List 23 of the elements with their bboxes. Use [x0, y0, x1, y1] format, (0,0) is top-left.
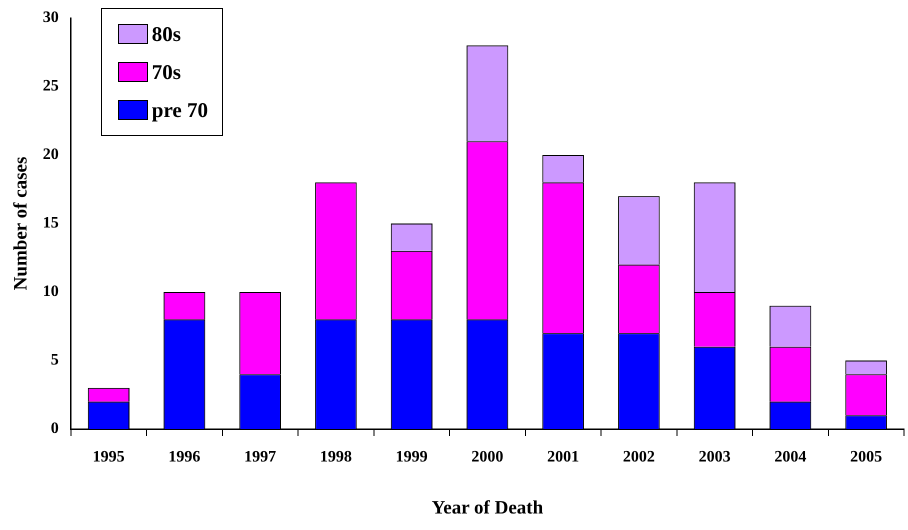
y-tick-label: 20	[42, 146, 59, 164]
legend-label: 70s	[152, 60, 181, 84]
legend-label: 80s	[152, 22, 181, 46]
x-tick-label: 2005	[850, 448, 882, 466]
x-tick-label: 2001	[547, 448, 580, 466]
y-tick-label: 30	[42, 9, 59, 26]
x-tick-label: 1995	[92, 448, 125, 466]
y-axis-title: Number of cases	[10, 156, 32, 290]
y-tick-label: 0	[50, 420, 59, 438]
x-tick-label: 1998	[320, 448, 352, 466]
y-tick-label: 10	[42, 283, 59, 300]
x-tick-label: 2000	[471, 448, 504, 466]
x-tick-label: 2004	[774, 448, 806, 466]
x-tick-label: 1997	[244, 448, 276, 466]
y-tick-label: 15	[42, 214, 59, 232]
x-tick-label: 1999	[396, 448, 428, 466]
y-tick-label: 25	[42, 78, 59, 95]
y-tick-label: 5	[50, 352, 59, 369]
x-tick-label: 2003	[698, 448, 731, 466]
x-axis-title: Year of Death	[432, 498, 544, 519]
x-tick-label: 1996	[168, 448, 200, 466]
legend-label: pre 70	[152, 98, 208, 122]
x-tick-label: 2002	[622, 448, 655, 466]
